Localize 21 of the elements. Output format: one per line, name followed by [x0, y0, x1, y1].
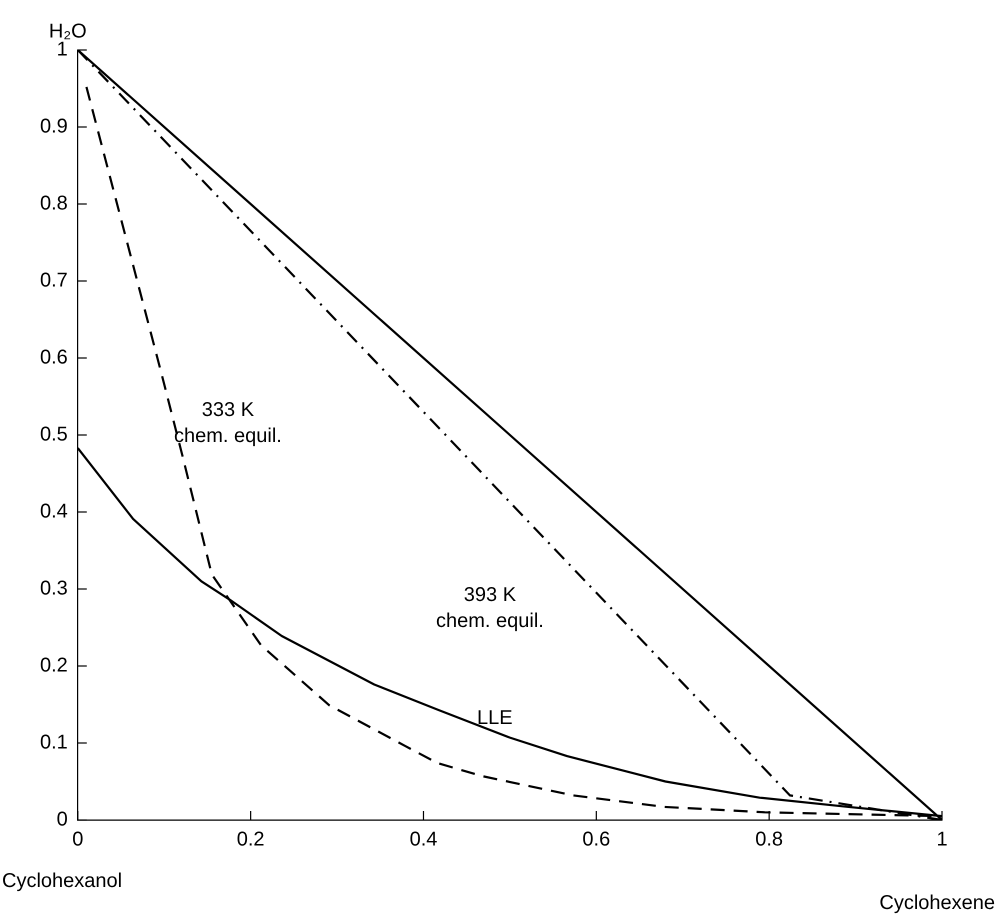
- x-tick-label: 0: [72, 828, 84, 851]
- annotation: LLE: [477, 706, 513, 731]
- y-tick-label: 0.4: [40, 500, 68, 523]
- x-tick-label: 0.8: [755, 828, 784, 851]
- x-tick-label: 1: [936, 828, 948, 851]
- text: Cyclohexene: [879, 892, 995, 915]
- x-tick-label: 0.2: [236, 828, 265, 851]
- text: Cyclohexanol: [2, 870, 122, 893]
- y-tick-label: 0.9: [40, 116, 68, 138]
- y-tick-label: 0.1: [40, 732, 68, 754]
- x-tick-label: 0.4: [410, 828, 438, 851]
- annotation: 333 K chem. equil.: [174, 398, 282, 449]
- y-tick-label: 0.7: [40, 270, 68, 292]
- y-tick-label: 0.2: [40, 654, 68, 677]
- y-tick-label: 0: [56, 808, 68, 831]
- annotation: 393 K chem. equil.: [436, 583, 544, 634]
- x-tick-label: 0.6: [582, 828, 610, 851]
- y-tick-label: 0.3: [40, 578, 68, 600]
- y-tick-label: 0.5: [40, 424, 68, 446]
- y-tick-label: 0.6: [40, 346, 68, 369]
- y-tick-label: 0.8: [40, 192, 68, 215]
